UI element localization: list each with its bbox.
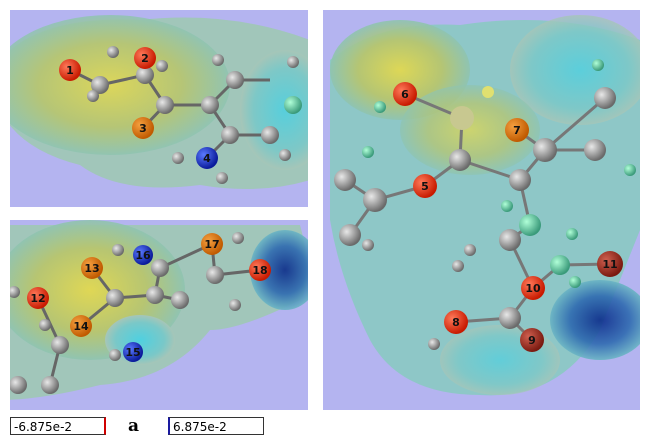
atom-label: 8	[452, 316, 460, 329]
panel: 1 2 3 4	[0, 10, 330, 207]
scale-max: 6.875e-2	[168, 417, 264, 435]
atom-label: 4	[203, 152, 211, 165]
atom-label: 6	[401, 88, 409, 101]
atom-label: 3	[139, 122, 147, 135]
atom-label: 5	[421, 180, 429, 193]
atom-label: 12	[30, 292, 45, 305]
atom-label: 11	[602, 258, 617, 271]
panel: 12 13 14 15 16 17 18	[0, 220, 320, 410]
atom-label: 16	[135, 249, 151, 262]
atom-label: 1	[66, 64, 74, 77]
figure: 1 2 3 4 12 13 14 15 16 17 18	[0, 0, 652, 412]
atom-label: 17	[204, 238, 219, 251]
page: {"panels": [ {"atoms": ["1", "2", "3", "…	[0, 0, 652, 440]
atom-label: 13	[84, 262, 99, 275]
atom-label: 10	[525, 282, 541, 295]
atom-label: 18	[252, 264, 267, 277]
panel-label: a	[128, 416, 139, 436]
scale-min: -6.875e-2	[10, 417, 106, 435]
atom-label: 9	[528, 334, 536, 347]
atom-label: 15	[125, 346, 140, 359]
atom-label: 2	[141, 52, 149, 65]
atom-label: 14	[73, 320, 89, 333]
atom-label: 7	[513, 124, 521, 137]
panel: 5 6 7 8 9 10 11	[323, 10, 650, 410]
